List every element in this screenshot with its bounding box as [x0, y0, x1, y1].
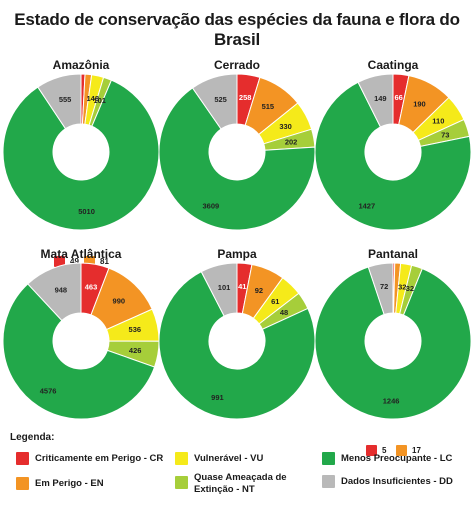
donut-title: Cerrado: [213, 58, 260, 72]
slice-label-nt: 426: [129, 346, 142, 355]
slice-label-dd: 101: [218, 283, 231, 292]
legend-label: Menos Preocupante - LC: [341, 453, 453, 464]
slice-dd: [200, 262, 238, 317]
slice-dd: [37, 73, 82, 130]
slice-label-dd: 555: [59, 95, 72, 104]
donut-title: Pampa: [217, 247, 257, 261]
slice-lc: [314, 266, 472, 420]
donut-title: Caatinga: [367, 58, 419, 72]
donut-title: Amazônia: [52, 58, 110, 72]
outside-value: 49: [70, 257, 79, 266]
donut-pantanal: Pantanal 32 32 1246 72 5 17: [314, 247, 472, 467]
legend-label: Criticamente em Perigo - CR: [35, 453, 164, 464]
slice-label-en: 92: [255, 286, 263, 295]
legend-swatch: [175, 452, 188, 465]
outside-labels: 49 81: [2, 256, 160, 272]
slice-label-vu: 148: [87, 94, 100, 103]
slice-dd: [191, 73, 238, 130]
slice-dd: [357, 73, 394, 128]
legend-title: Legenda:: [10, 432, 55, 443]
slice-lc: [2, 283, 156, 420]
slice-label-nt: 48: [280, 308, 288, 317]
slice-label-en: 990: [113, 297, 126, 306]
slice-label-lc: 5010: [78, 207, 95, 216]
slice-label-dd: 525: [214, 95, 227, 104]
legend-label: Em Perigo - EN: [35, 478, 104, 489]
donut-chart: 258 515 330 202 3609 525: [158, 73, 316, 231]
slice-label-vu: 32: [398, 282, 406, 291]
slice-lc: [314, 81, 472, 231]
donut-caatinga: Caatinga 66 190 110 73 1427 149: [314, 58, 472, 278]
slice-label-vu: 61: [271, 297, 279, 306]
slice-label-dd: 149: [374, 94, 387, 103]
slice-label-vu: 110: [432, 116, 444, 125]
slice-lc: [158, 270, 316, 420]
slice-label-cr: 258: [239, 93, 252, 102]
slice-lc: [2, 79, 160, 231]
slice-label-cr: 463: [85, 282, 98, 291]
slice-label-lc: 1246: [383, 396, 400, 405]
donut-amazonia: Amazônia 148 101 5010 555 49 81: [2, 58, 160, 278]
slice-label-vu: 330: [279, 122, 292, 131]
outside-labels: 5 17: [314, 445, 472, 461]
slice-label-lc: 4576: [40, 387, 57, 396]
donut-pampa: Pampa 41 92 61 48 991 101: [158, 247, 316, 467]
slice-label-lc: 1427: [358, 201, 375, 210]
donut-chart: 66 190 110 73 1427 149: [314, 73, 472, 231]
legend-swatch: [175, 476, 188, 489]
legend-swatch: [322, 475, 335, 488]
slice-label-lc: 3609: [203, 202, 220, 211]
legend-swatch: [16, 452, 29, 465]
outside-value: 5: [382, 446, 387, 455]
main-title: Estado de conservação das espécies da fa…: [14, 10, 460, 49]
slice-dd: [367, 262, 394, 316]
slice-label-cr: 41: [238, 282, 246, 291]
slice-label-nt: 73: [441, 130, 449, 139]
slice-label-en: 190: [413, 99, 426, 108]
outside-swatch: [396, 445, 407, 456]
slice-label-dd: 948: [55, 285, 68, 294]
donut-chart: 32 32 1246 72: [314, 262, 472, 420]
slice-label-cr: 66: [394, 93, 402, 102]
outside-value: 81: [100, 257, 109, 266]
legend-label: Dados Insuficientes - DD: [341, 476, 453, 487]
slice-label-vu: 536: [129, 325, 142, 334]
legend-swatch: [322, 452, 335, 465]
outside-value: 17: [412, 446, 421, 455]
outside-swatch: [84, 256, 95, 267]
slice-label-nt: 202: [285, 138, 298, 147]
legend-label: Quase Ameaçada de Extinção - NT: [194, 472, 287, 495]
donut-title: Pantanal: [367, 247, 418, 261]
slice-label-en: 515: [262, 102, 275, 111]
legend-label: Vulnerável - VU: [194, 453, 264, 464]
donut-chart: 463 990 536 426 4576 948: [2, 262, 160, 420]
donut-title: Mata Atlântica: [40, 247, 122, 261]
outside-swatch: [366, 445, 377, 456]
donut-cerrado: Cerrado 258 515 330 202 3609 525: [158, 58, 316, 278]
donut-mata-atlantica: Mata Atlântica 463 990 536 426 4576 948: [2, 247, 160, 467]
legend-swatch: [16, 477, 29, 490]
outside-swatch: [54, 256, 65, 267]
slice-lc: [158, 87, 316, 231]
slice-label-nt: 32: [406, 284, 414, 293]
slice-label-lc: 991: [211, 393, 224, 402]
slice-dd: [27, 262, 82, 322]
slice-label-nt: 101: [93, 96, 106, 105]
slice-label-dd: 72: [380, 282, 388, 291]
